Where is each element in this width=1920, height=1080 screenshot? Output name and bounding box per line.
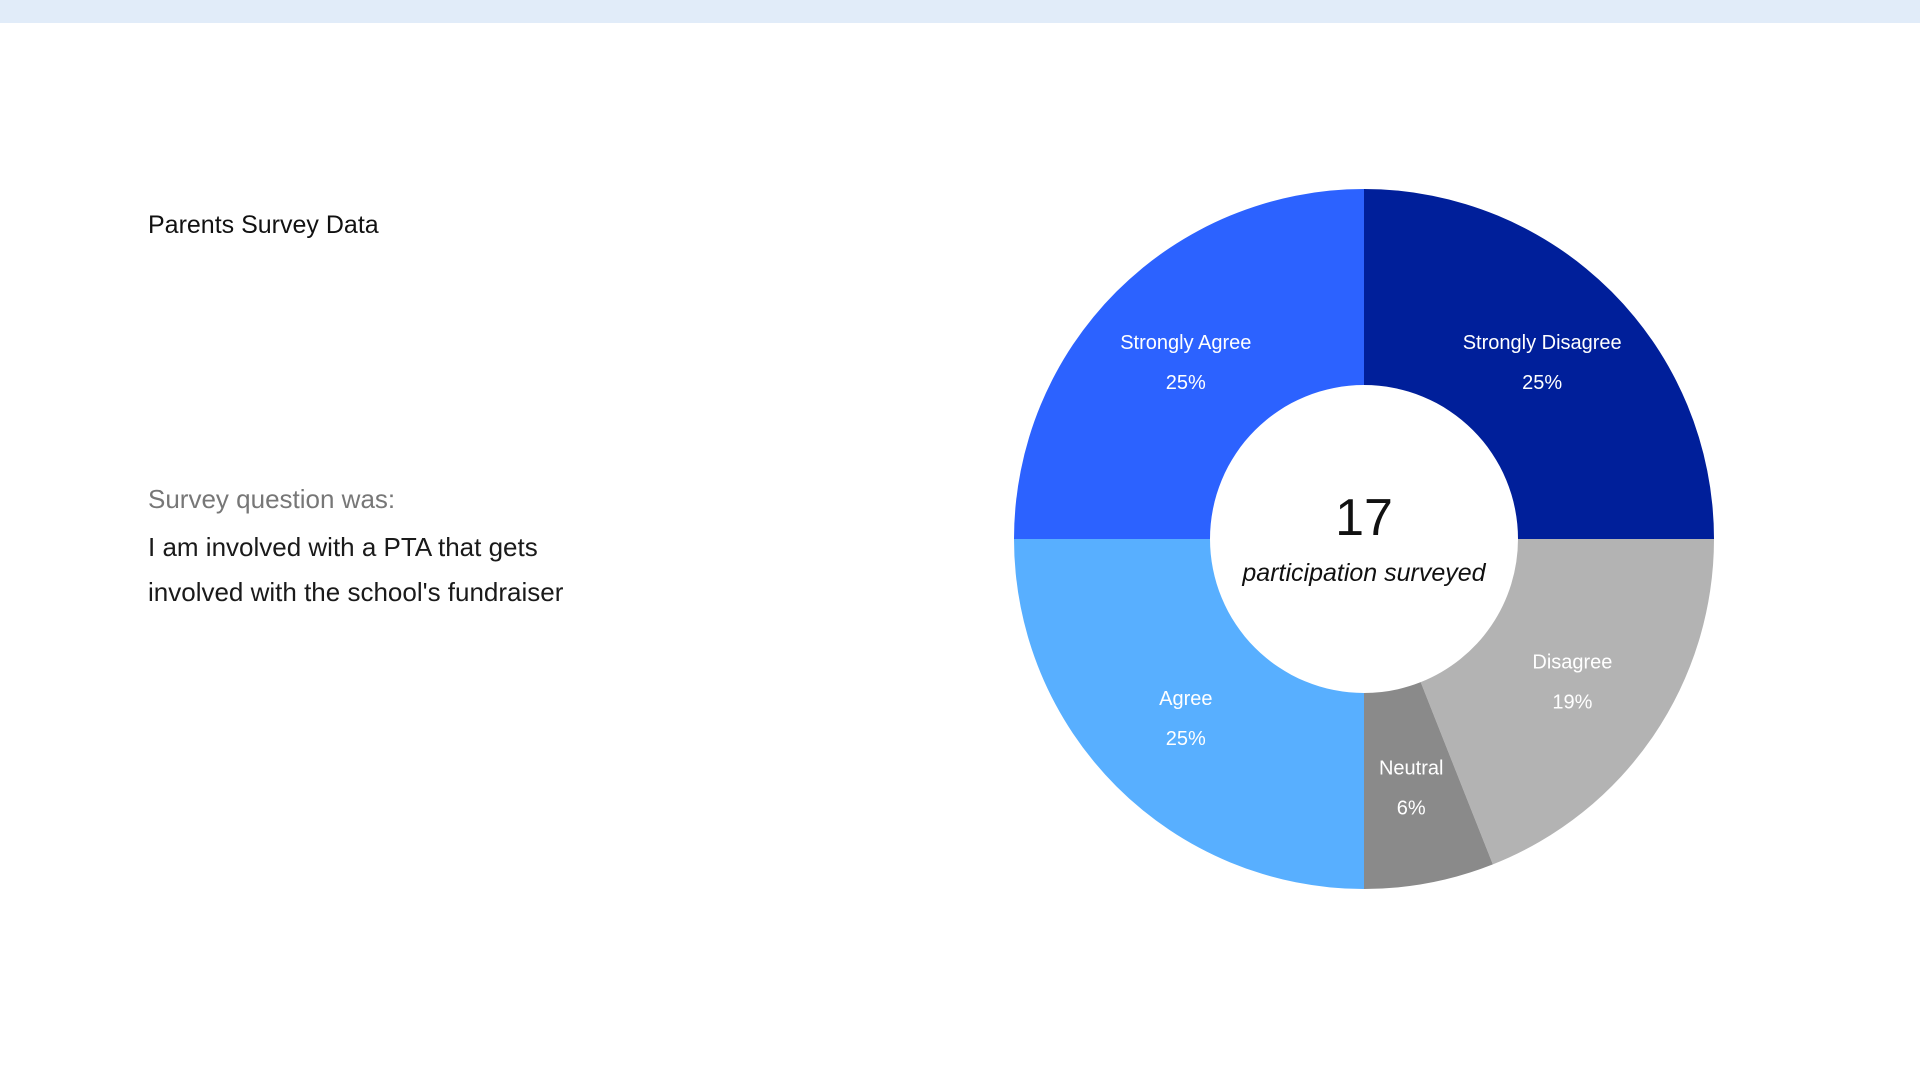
donut-slices [1014, 189, 1714, 889]
slice-strongly-agree [1014, 189, 1364, 539]
slice-disagree [1420, 539, 1714, 865]
center-caption: participation surveyed [1241, 559, 1486, 587]
slice-value-neutral: 6% [1397, 798, 1426, 820]
slice-value-disagree: 19% [1552, 692, 1592, 714]
donut-slice-labels: Strongly Disagree 25% Disagree 19% Neutral 6%… [1120, 332, 1621, 820]
slice-value-agree: 25% [1166, 728, 1206, 750]
slice-agree [1014, 539, 1364, 889]
top-band [0, 0, 1920, 23]
survey-question-label: Survey question was: [148, 484, 396, 514]
slice-label-strongly-agree: Strongly Agree [1120, 332, 1251, 354]
page-title: Parents Survey Data [148, 211, 379, 239]
slice-label-agree: Agree [1159, 688, 1212, 710]
slice-neutral [1364, 682, 1493, 889]
survey-question-line-1: I am involved with a PTA that gets [148, 532, 538, 562]
slice-label-strongly-disagree: Strongly Disagree [1463, 332, 1622, 354]
slice-value-strongly-disagree: 25% [1522, 372, 1562, 394]
survey-question-block: Survey question was: I am involved with … [148, 484, 708, 615]
survey-question-text: I am involved with a PTA that gets invol… [148, 525, 708, 615]
slice-label-disagree: Disagree [1532, 652, 1612, 674]
survey-question-line-2: involved with the school's fundraiser [148, 577, 564, 607]
slice-value-strongly-agree: 25% [1166, 372, 1206, 394]
center-value: 17 [1335, 489, 1393, 547]
slice-strongly-disagree [1364, 189, 1714, 539]
slice-label-neutral: Neutral [1379, 758, 1443, 780]
